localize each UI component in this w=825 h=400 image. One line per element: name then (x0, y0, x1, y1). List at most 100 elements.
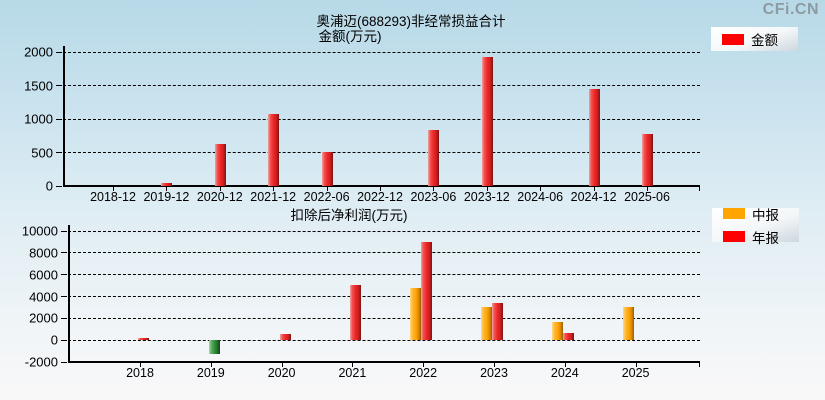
bar-金额-2020-12 (214, 144, 226, 186)
x-axis-label: 2022 (409, 366, 438, 380)
y-axis-label: 2000 (24, 44, 53, 60)
bar-金额-2023-06 (428, 130, 440, 186)
x-tick (540, 186, 542, 191)
gridline (63, 118, 700, 120)
bottom-legend: 中报 年报 (712, 208, 799, 246)
y-tick (56, 152, 62, 153)
x-tick (593, 186, 595, 191)
bar-年报-2023 (492, 302, 503, 341)
bar-金额-2023-12 (481, 56, 493, 186)
legend-row: 年报 (723, 227, 791, 247)
bar-中报-2024 (551, 321, 563, 341)
x-axis-label: 2023-12 (463, 190, 510, 204)
legend-row: 金额 (722, 29, 790, 49)
x-axis (68, 361, 700, 363)
y-axis-label: 8000 (29, 245, 58, 261)
bar-金额-2019-12 (161, 182, 173, 186)
bar-年报-2020 (279, 334, 291, 341)
bar-年报-2019 (208, 340, 220, 355)
x-tick (433, 186, 435, 191)
x-axis (63, 185, 700, 187)
y-tick (61, 317, 67, 319)
gridline (63, 51, 700, 53)
bar-年报-2022 (421, 241, 433, 341)
x-axis-label: 2024-06 (517, 190, 564, 204)
x-tick (166, 186, 168, 191)
y-tick (61, 230, 67, 232)
gridline (68, 296, 700, 297)
y-axis-label: 500 (31, 145, 53, 160)
y-axis-label: 10000 (21, 223, 58, 239)
top-legend: 金额 (711, 27, 798, 51)
y-axis-label: 6000 (29, 267, 58, 283)
y-tick (61, 361, 67, 363)
legend-label: 年报 (752, 230, 779, 246)
x-axis-label: 2025-06 (624, 190, 670, 204)
x-tick (699, 186, 700, 191)
legend-row: 中报 (723, 204, 791, 224)
x-axis-label: 2023 (480, 366, 508, 380)
y-axis-label: 0 (45, 178, 53, 194)
y-axis-label: 1500 (24, 78, 53, 93)
gridline (68, 230, 700, 232)
annual-swatch-icon (723, 231, 745, 242)
y-axis (68, 225, 70, 362)
y-tick (56, 51, 62, 53)
y-axis-label: 4000 (29, 289, 58, 304)
bar-金额-2022-06 (321, 151, 333, 186)
y-tick (56, 85, 62, 86)
x-tick (273, 186, 275, 191)
top-chart-title: 奥浦迈(688293)非经常损益合计 (316, 14, 506, 29)
y-tick (61, 274, 67, 276)
y-axis-label: -2000 (24, 354, 58, 370)
interim-swatch-icon (723, 208, 745, 219)
y-tick (56, 185, 62, 187)
amount-swatch-icon (722, 33, 744, 45)
gridline (68, 274, 700, 276)
y-tick (61, 252, 67, 254)
top-chart-subtitle: 金额(万元) (318, 29, 382, 44)
x-tick (281, 362, 283, 367)
legend-label: 金额 (751, 33, 778, 48)
netprofit-plot: -2000 0 2000 4000 6000 8000 10000 2018 2019 2020 2… (22, 224, 700, 380)
y-axis-label: 2000 (29, 310, 58, 326)
x-axis-label: 2022-06 (303, 190, 350, 204)
x-axis-label: 2025 (621, 366, 650, 380)
x-axis-label: 2020 (267, 366, 296, 380)
x-tick (494, 362, 495, 367)
legend-label: 中报 (752, 207, 779, 223)
x-tick (219, 186, 221, 191)
bar-金额-2021-12 (268, 113, 280, 186)
y-tick (61, 296, 67, 297)
x-axis-label: 2023-06 (410, 190, 457, 204)
x-axis-label: 2024-12 (570, 190, 617, 204)
gridline (68, 317, 700, 319)
x-tick (486, 186, 488, 191)
y-axis-label: 1000 (24, 111, 53, 127)
y-tick (56, 118, 62, 120)
x-tick (564, 362, 566, 367)
bar-年报-2024 (562, 332, 574, 341)
bar-中报-2022 (410, 287, 422, 341)
x-tick (113, 186, 114, 191)
gridline (63, 152, 700, 153)
x-axis-label: 2020-12 (196, 190, 243, 204)
gridline (68, 339, 700, 341)
x-tick (326, 186, 328, 191)
gridline (68, 252, 700, 254)
x-tick (210, 362, 212, 367)
y-tick (61, 339, 67, 341)
x-axis-label: 2019-12 (143, 190, 190, 204)
bar-中报-2025 (622, 307, 634, 341)
x-tick (352, 362, 354, 367)
y-axis-label: 0 (50, 332, 58, 348)
x-axis-label: 2021-12 (250, 190, 297, 204)
x-tick (635, 362, 637, 367)
bar-年报-2018 (138, 337, 149, 341)
bar-金额-2025-06 (642, 133, 653, 186)
x-axis-label: 2019 (196, 366, 225, 380)
x-axis-label: 2018-12 (90, 190, 136, 204)
x-axis-label: 2024 (550, 366, 579, 380)
site-logo: CFi.CN (762, 1, 819, 18)
